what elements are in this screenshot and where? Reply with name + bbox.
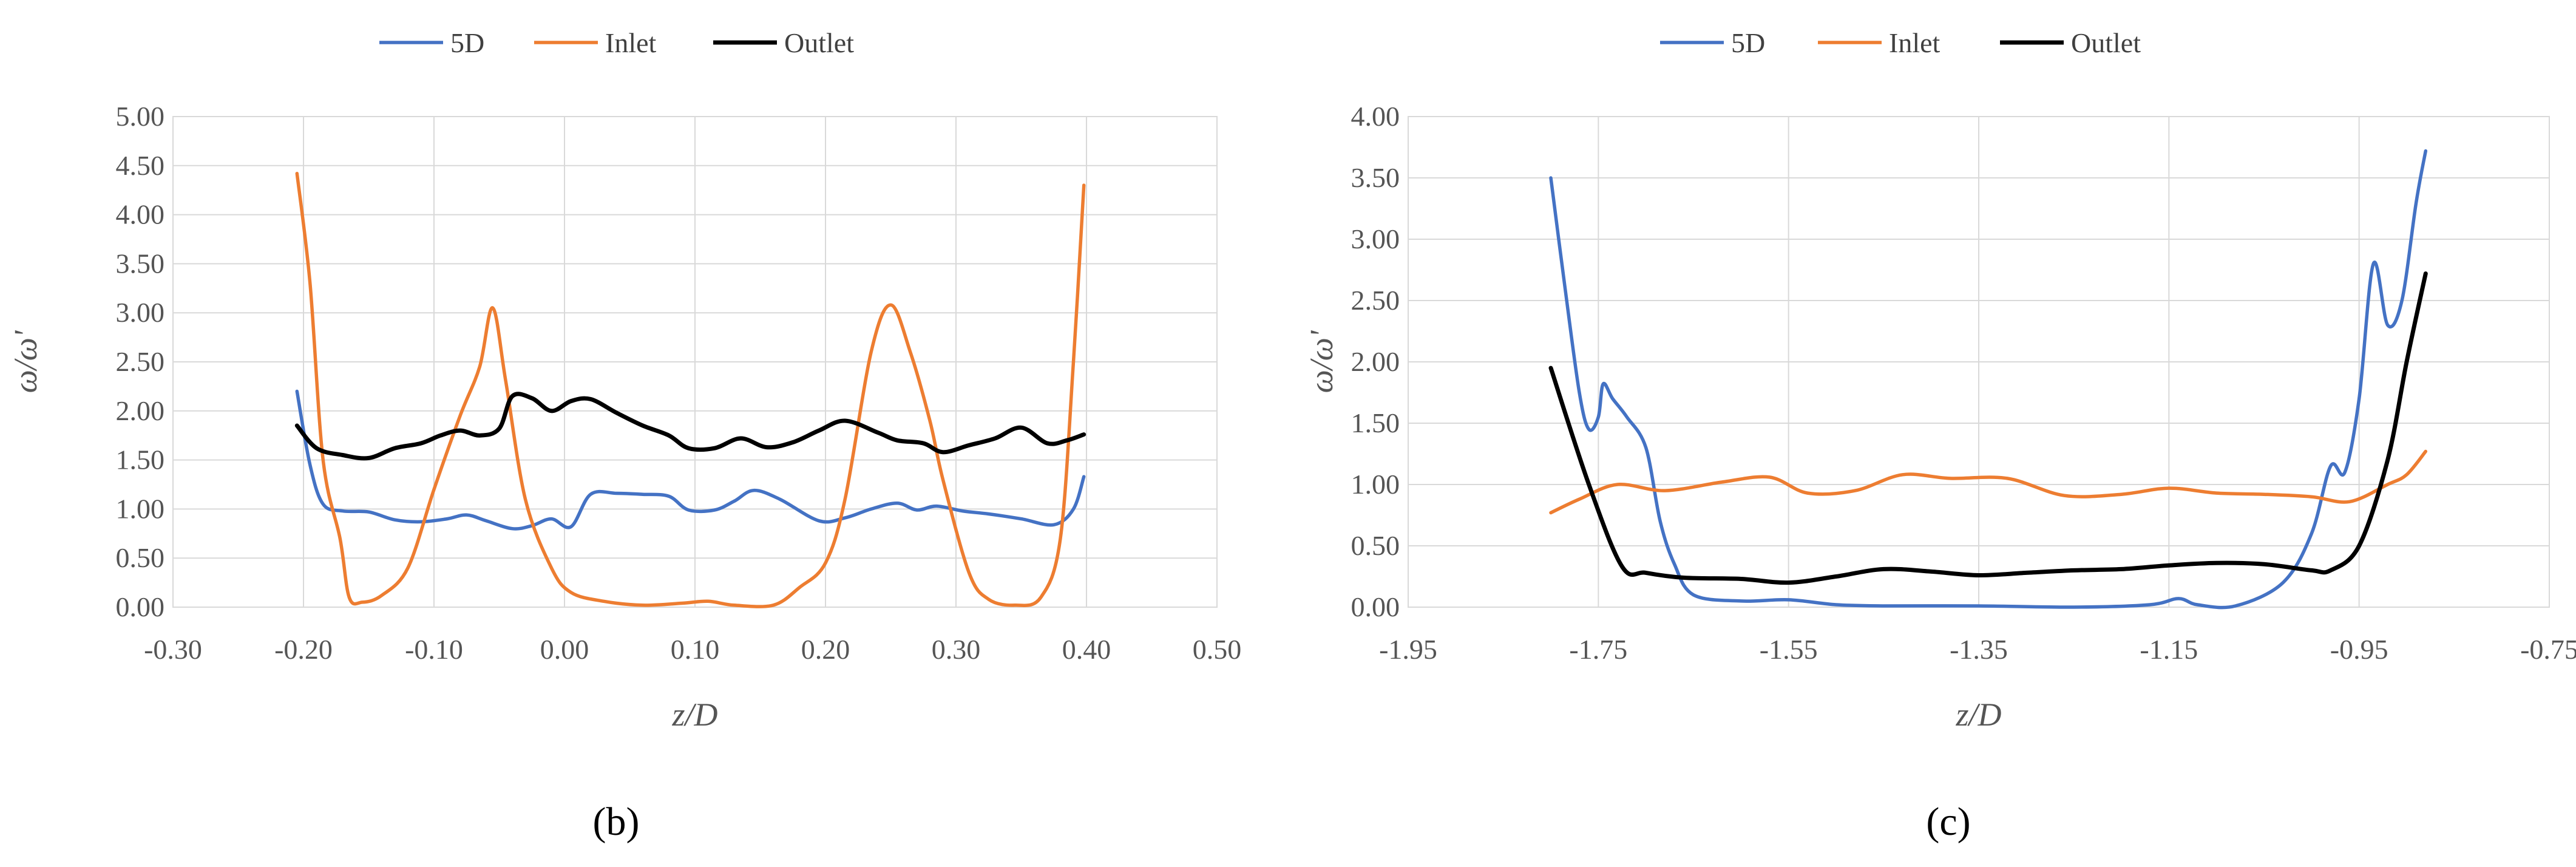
legend-label-outlet: Outlet	[784, 27, 854, 58]
y-tick-label: 3.50	[1351, 162, 1400, 193]
y-tick-label: 4.00	[116, 199, 165, 230]
x-tick-label: 0.20	[801, 634, 850, 665]
y-tick-label: 0.50	[1351, 530, 1400, 561]
x-axis-title: z/D	[1955, 696, 2001, 733]
y-tick-label: 0.50	[116, 542, 165, 573]
y-tick-label: 5.00	[116, 101, 165, 132]
x-tick-label: -1.95	[1379, 634, 1437, 665]
x-tick-label: 0.00	[540, 634, 589, 665]
series-line-5d	[295, 389, 1086, 531]
y-axis-title: ω/ω'	[1303, 330, 1340, 393]
legend-label-5d: 5D	[450, 27, 484, 58]
y-tick-label: 1.00	[116, 493, 165, 524]
y-tick-label: 0.00	[1351, 591, 1400, 622]
chart-panel-b: 0.00 0.50 1.00 1.50 2.00 2.50 3.00 3.50 4.00 4.50…	[7, 27, 1241, 844]
x-tick-label: 0.10	[671, 634, 720, 665]
x-tick-label: -0.95	[2330, 634, 2388, 665]
y-tick-label: 2.50	[1351, 285, 1400, 316]
x-tick-label: 0.50	[1193, 634, 1242, 665]
panel-label: (b)	[593, 800, 640, 844]
y-tick-label: 1.50	[116, 444, 165, 475]
y-axis-title: ω/ω'	[7, 330, 44, 393]
y-tick-label: 0.00	[116, 591, 165, 622]
series-line-outlet	[294, 392, 1086, 461]
legend-label-5d: 5D	[1731, 27, 1765, 58]
legend-label-inlet: Inlet	[605, 27, 657, 58]
x-tick-label: -0.20	[274, 634, 333, 665]
chart-panel-c: 0.00 0.50 1.00 1.50 2.00 2.50 3.00 3.50 4.00 -1.9…	[1303, 27, 2576, 844]
series-line-inlet	[295, 171, 1086, 608]
y-tick-label: 2.50	[116, 346, 165, 377]
x-tick-label: -1.15	[2140, 634, 2198, 665]
panel-label: (c)	[1926, 800, 1970, 844]
x-axis-title: z/D	[671, 696, 717, 733]
x-tick-label: -1.75	[1569, 634, 1627, 665]
y-tick-label: 2.00	[1351, 346, 1400, 377]
series-line-inlet	[1549, 449, 2428, 515]
y-tick-label: 3.50	[116, 248, 165, 279]
series-line-5d	[1549, 149, 2428, 610]
x-tick-label: -1.55	[1760, 634, 1818, 665]
y-tick-label: 4.50	[116, 150, 165, 181]
x-tick-label: 0.30	[932, 634, 981, 665]
x-tick-label: -0.30	[144, 634, 202, 665]
legend-label-outlet: Outlet	[2071, 27, 2141, 58]
x-tick-label: 0.40	[1062, 634, 1111, 665]
series-line-outlet	[1548, 271, 2428, 585]
y-tick-label: 1.50	[1351, 407, 1400, 438]
y-tick-label: 3.00	[116, 297, 165, 328]
x-tick-label: -0.75	[2520, 634, 2576, 665]
legend-label-inlet: Inlet	[1889, 27, 1940, 58]
y-tick-label: 2.00	[116, 395, 165, 426]
x-tick-label: -0.10	[405, 634, 463, 665]
y-tick-label: 3.00	[1351, 223, 1400, 254]
y-tick-label: 1.00	[1351, 469, 1400, 500]
x-tick-label: -1.35	[1950, 634, 2008, 665]
y-tick-label: 4.00	[1351, 101, 1400, 132]
